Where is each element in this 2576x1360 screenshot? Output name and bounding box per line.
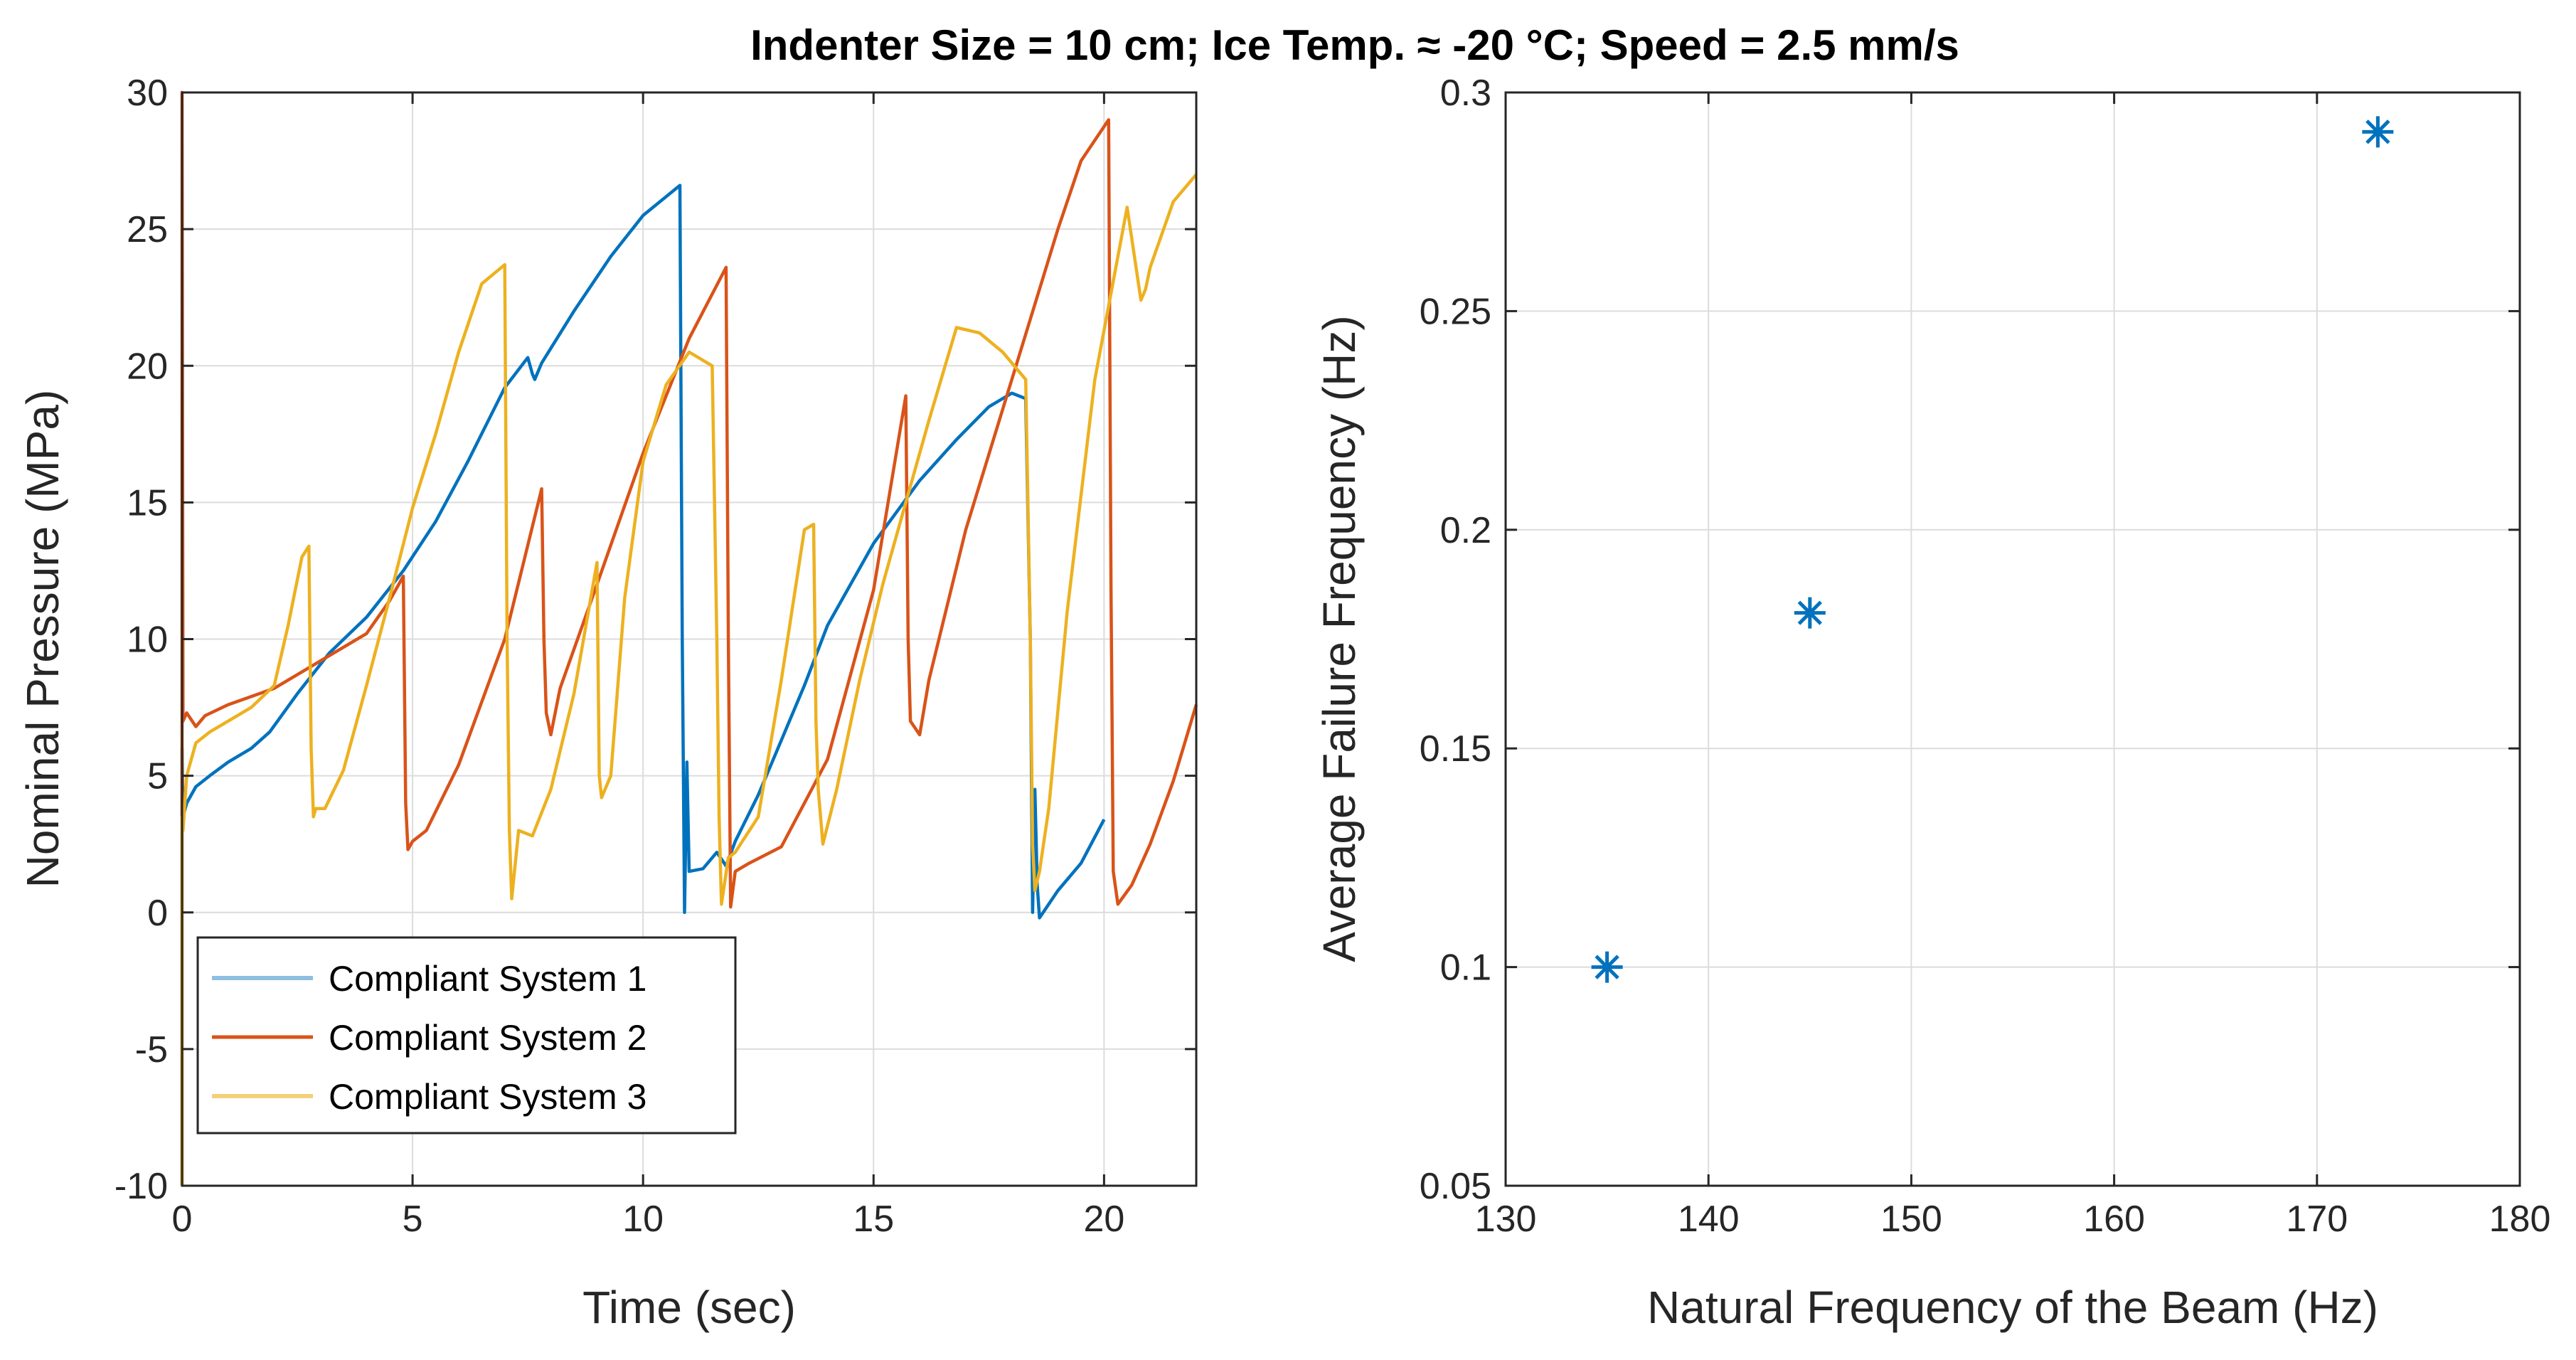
right-y-axis-label: Average Failure Frequency (Hz) [1314, 315, 1365, 962]
series-compliant-system-3 [180, 173, 1198, 1186]
y-tick-label: 5 [147, 756, 168, 797]
scatter-point [2362, 116, 2394, 148]
pressure-time-line-chart: 0 5 10 15 20 -10 -5 0 5 10 15 20 25 30 Time (sec) No… [17, 73, 1198, 1333]
x-tick-label: 140 [1678, 1199, 1740, 1240]
left-x-axis-label: Time (sec) [582, 1282, 796, 1333]
legend-label-compliant-system-2: Compliant System 2 [329, 1018, 646, 1058]
legend-label-compliant-system-1: Compliant System 1 [329, 959, 646, 999]
right-axes-box [1504, 91, 2521, 1187]
left-x-tick-labels: 0 5 10 15 20 [172, 1199, 1125, 1240]
x-tick-label: 180 [2489, 1199, 2551, 1240]
y-tick-label: 30 [127, 73, 168, 114]
left-y-axis-label: Nominal Pressure (MPa) [17, 390, 68, 888]
x-tick-label: 15 [853, 1199, 894, 1240]
right-x-tick-labels: 130 140 150 160 170 180 [1475, 1199, 2551, 1240]
right-tick-marks [1504, 91, 2521, 1187]
y-tick-label: 0.15 [1420, 728, 1491, 770]
y-tick-label: 0.05 [1420, 1166, 1491, 1207]
y-tick-label: -10 [115, 1166, 168, 1207]
y-tick-label: 0.3 [1440, 73, 1491, 114]
x-tick-label: 0 [172, 1199, 193, 1240]
right-y-tick-labels: 0.05 0.1 0.15 0.2 0.25 0.3 [1420, 73, 1491, 1207]
right-x-axis-label: Natural Frequency of the Beam (Hz) [1647, 1282, 2378, 1333]
x-tick-label: 10 [622, 1199, 664, 1240]
scatter-point [1591, 951, 1623, 983]
x-tick-label: 5 [403, 1199, 423, 1240]
y-tick-label: -5 [135, 1029, 168, 1071]
scatter-points [1591, 116, 2394, 983]
y-tick-label: 15 [127, 482, 168, 524]
y-tick-label: 0.25 [1420, 291, 1491, 332]
x-tick-label: 150 [1880, 1199, 1942, 1240]
legend-label-compliant-system-3: Compliant System 3 [329, 1077, 646, 1117]
y-tick-label: 0 [147, 893, 168, 934]
failure-frequency-scatter-chart: 130 140 150 160 170 180 0.05 0.1 0.15 0.2 0.25 0.3… [1314, 73, 2550, 1333]
y-tick-label: 25 [127, 209, 168, 250]
scatter-point [1794, 597, 1826, 629]
x-tick-label: 160 [2083, 1199, 2145, 1240]
y-tick-label: 0.2 [1440, 510, 1491, 551]
series-compliant-system-1 [180, 184, 1106, 1186]
y-tick-label: 10 [127, 620, 168, 661]
x-tick-label: 130 [1475, 1199, 1537, 1240]
pressure-series-group [180, 90, 1198, 1186]
left-tick-marks [181, 91, 1196, 1187]
point-marker-d2 [1797, 600, 1822, 625]
y-tick-label: 20 [127, 346, 168, 387]
series-compliant-system-2 [180, 90, 1198, 1186]
legend: Compliant System 1 Compliant System 2 Co… [196, 936, 737, 1135]
x-tick-label: 170 [2286, 1199, 2348, 1240]
right-grid [1505, 92, 2521, 1186]
left-y-tick-labels: -10 -5 0 5 10 15 20 25 30 [115, 73, 168, 1207]
y-tick-label: 0.1 [1440, 947, 1491, 989]
point-marker-d2 [1595, 955, 1619, 979]
x-tick-label: 20 [1083, 1199, 1124, 1240]
point-marker-d2 [2365, 119, 2390, 144]
figure-title: Indenter Size = 10 cm; Ice Temp. ≈ -20 °… [750, 21, 1959, 69]
